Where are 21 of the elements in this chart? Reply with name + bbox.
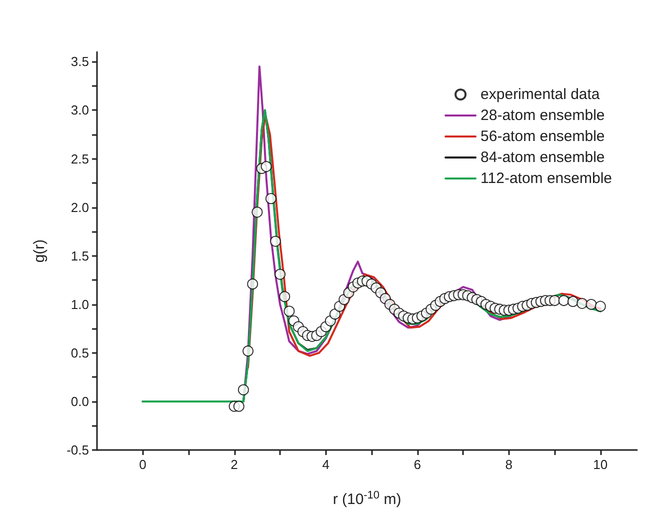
y-tick-label: -0.5 (66, 442, 89, 458)
legend-label: experimental data (480, 86, 600, 103)
y-tick-label: 3.0 (70, 102, 89, 118)
x-tick-label: 0 (139, 457, 146, 472)
legend-label: 112-atom ensemble (480, 170, 612, 187)
x-tick-label: 8 (505, 457, 512, 472)
x-tick-label: 6 (414, 457, 421, 472)
y-tick-label: 0.5 (70, 345, 89, 360)
y-axis-title: g(r) (31, 239, 48, 263)
legend-label: 28-atom ensemble (480, 107, 605, 124)
legend-label: 84-atom ensemble (480, 149, 605, 166)
x-tick-label: 4 (322, 457, 330, 472)
y-tick-label: 2.5 (70, 151, 89, 166)
y-tick-label: 1.0 (70, 296, 89, 312)
x-tick-label: 2 (230, 457, 238, 472)
y-tick-label: 3.5 (70, 54, 89, 70)
x-tick-label: 10 (593, 457, 608, 472)
legend-label: 56-atom ensemble (480, 128, 605, 145)
y-tick-label: 1.5 (70, 248, 89, 264)
y-tick-label: 2.0 (70, 200, 89, 215)
y-tick-label: 0.0 (70, 394, 89, 409)
